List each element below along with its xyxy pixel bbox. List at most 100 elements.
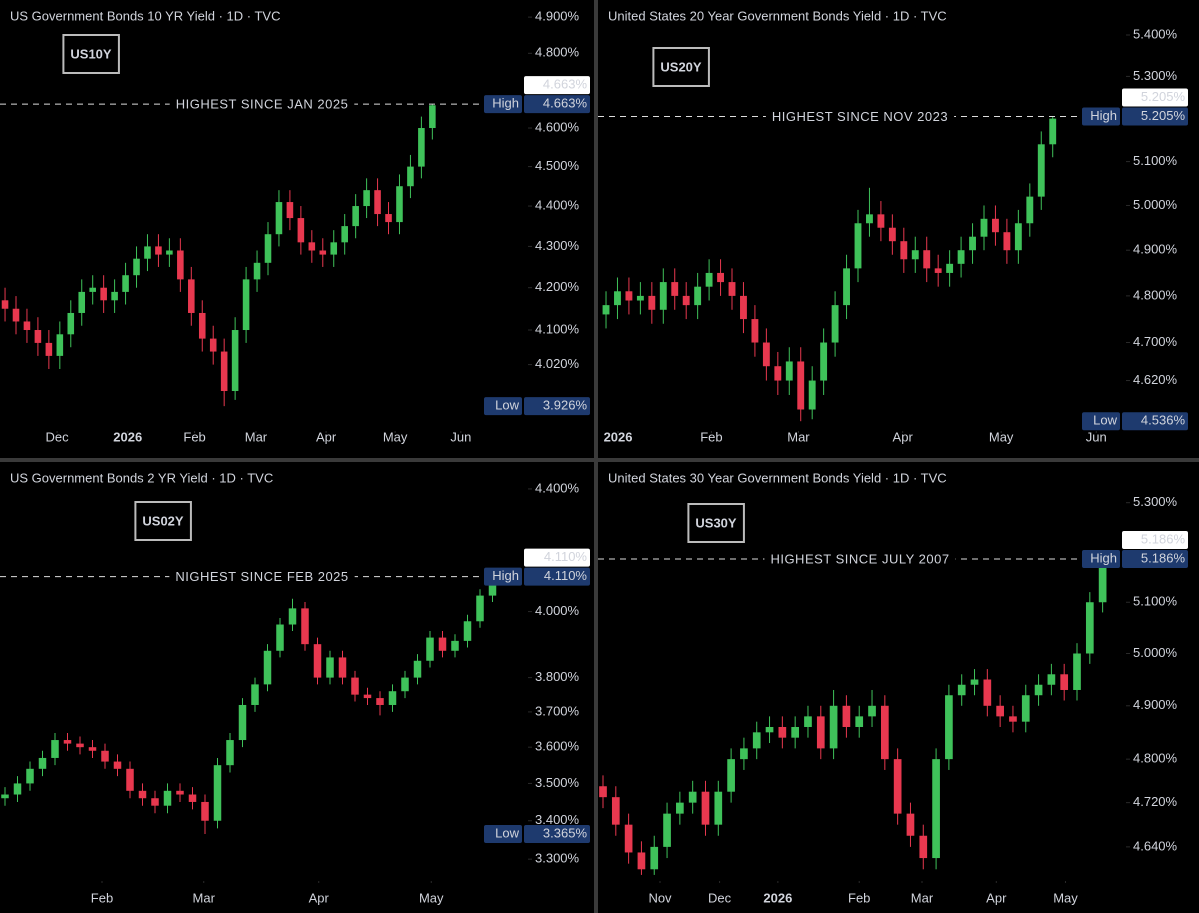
candle-body bbox=[1026, 196, 1034, 224]
y-tick-label: 4.500% bbox=[535, 158, 580, 173]
candle-body bbox=[12, 308, 20, 322]
candle-body bbox=[831, 305, 839, 343]
candle-body bbox=[888, 227, 896, 242]
candle-body bbox=[111, 291, 118, 301]
candle-body bbox=[88, 747, 97, 751]
low-label: Low bbox=[1093, 413, 1117, 428]
candle-body bbox=[126, 768, 134, 791]
y-tick-label: 4.800% bbox=[1133, 287, 1178, 302]
y-tick-label: 4.300% bbox=[535, 238, 580, 253]
y-tick-label: 5.300% bbox=[1133, 494, 1178, 509]
candle-body bbox=[438, 637, 447, 651]
x-tick-label: Dec bbox=[46, 429, 70, 444]
candle-body bbox=[363, 694, 372, 699]
candle-body bbox=[488, 579, 497, 596]
candle-body bbox=[209, 338, 217, 352]
candle-body bbox=[38, 757, 47, 769]
candle-body bbox=[816, 716, 825, 749]
candle-body bbox=[301, 608, 309, 645]
y-tick-label: 4.400% bbox=[535, 197, 580, 212]
candle-body bbox=[842, 705, 851, 727]
candle-body bbox=[614, 291, 621, 306]
y-tick-label: 5.400% bbox=[1133, 26, 1178, 41]
y-tick-label: 4.900% bbox=[1133, 242, 1178, 257]
candle-body bbox=[144, 246, 151, 259]
y-tick-label: 4.900% bbox=[535, 9, 580, 24]
candle-body bbox=[51, 740, 59, 758]
candle-body bbox=[352, 206, 359, 227]
candle-body bbox=[396, 186, 403, 223]
x-tick-label: May bbox=[383, 429, 408, 444]
candle-body bbox=[957, 250, 965, 264]
candle-body bbox=[637, 852, 646, 870]
candle-body bbox=[426, 637, 434, 661]
candle-body bbox=[752, 732, 761, 749]
candle-body bbox=[288, 608, 297, 625]
panel: US Government Bonds 2 YR Yield · 1D · TV… bbox=[0, 470, 590, 905]
low-value: 3.926% bbox=[543, 398, 588, 413]
candle-body bbox=[705, 272, 713, 287]
candle-body bbox=[866, 214, 873, 224]
last-price-box bbox=[1122, 88, 1188, 107]
candle-body bbox=[762, 342, 770, 367]
candle-body bbox=[220, 351, 228, 392]
candle-body bbox=[1098, 561, 1107, 603]
candle-body bbox=[275, 202, 283, 235]
y-tick-label: 4.600% bbox=[535, 119, 580, 134]
candle-body bbox=[1085, 602, 1094, 654]
candle-body bbox=[78, 291, 86, 313]
annotation: HIGHEST SINCE JAN 2025 bbox=[176, 97, 349, 112]
candle-body bbox=[785, 361, 793, 381]
x-tick-label: Feb bbox=[700, 429, 722, 444]
badge-box bbox=[687, 503, 745, 543]
candle-body bbox=[213, 765, 222, 821]
candle-body bbox=[877, 214, 885, 228]
candle-body bbox=[740, 748, 748, 760]
candle-body bbox=[671, 282, 679, 296]
panel: United States 20 Year Government Bonds Y… bbox=[598, 8, 1188, 444]
candle-body bbox=[253, 262, 261, 280]
high-label-box bbox=[1082, 107, 1120, 126]
candle-body bbox=[797, 361, 805, 410]
candle-body bbox=[778, 726, 787, 738]
candle-body bbox=[1014, 223, 1022, 251]
y-tick-label: 4.720% bbox=[1133, 794, 1178, 809]
candle-body bbox=[242, 279, 250, 331]
candle-body bbox=[341, 226, 348, 243]
candle-body bbox=[663, 813, 671, 847]
annotation-bg bbox=[169, 92, 355, 117]
y-tick-label: 4.200% bbox=[535, 279, 580, 294]
high-value: 5.186% bbox=[1141, 550, 1186, 565]
x-tick-label: Apr bbox=[316, 429, 337, 444]
badge: US30Y bbox=[695, 515, 737, 530]
y-tick-label: 5.000% bbox=[1133, 197, 1178, 212]
x-tick-label: May bbox=[419, 890, 444, 905]
annotation-bg bbox=[765, 104, 955, 129]
candle-body bbox=[970, 679, 979, 685]
candle-body bbox=[326, 657, 334, 678]
y-tick-label: 3.600% bbox=[535, 739, 580, 754]
candle-body bbox=[996, 705, 1004, 717]
badge: US10Y bbox=[70, 46, 112, 61]
x-tick-label: 2026 bbox=[113, 429, 142, 444]
candle-body bbox=[286, 202, 294, 219]
high-label: High bbox=[1090, 550, 1117, 565]
candle-body bbox=[89, 287, 96, 292]
x-tick-label: 2026 bbox=[604, 429, 633, 444]
x-tick-label: Apr bbox=[893, 429, 914, 444]
candle-body bbox=[297, 218, 305, 243]
last-price-box bbox=[524, 76, 590, 95]
y-tick-label: 4.640% bbox=[1133, 838, 1178, 853]
candle-body bbox=[418, 128, 425, 167]
candle-body bbox=[231, 330, 239, 392]
annotation-bg bbox=[169, 564, 355, 589]
candle-body bbox=[774, 366, 782, 381]
candle-body bbox=[650, 846, 659, 870]
x-tick-label: Feb bbox=[183, 429, 205, 444]
low-value-box bbox=[1122, 412, 1188, 431]
candle-body bbox=[226, 740, 234, 766]
candle-body bbox=[932, 759, 940, 859]
x-tick-label: Mar bbox=[911, 890, 934, 905]
candle-body bbox=[919, 835, 928, 859]
